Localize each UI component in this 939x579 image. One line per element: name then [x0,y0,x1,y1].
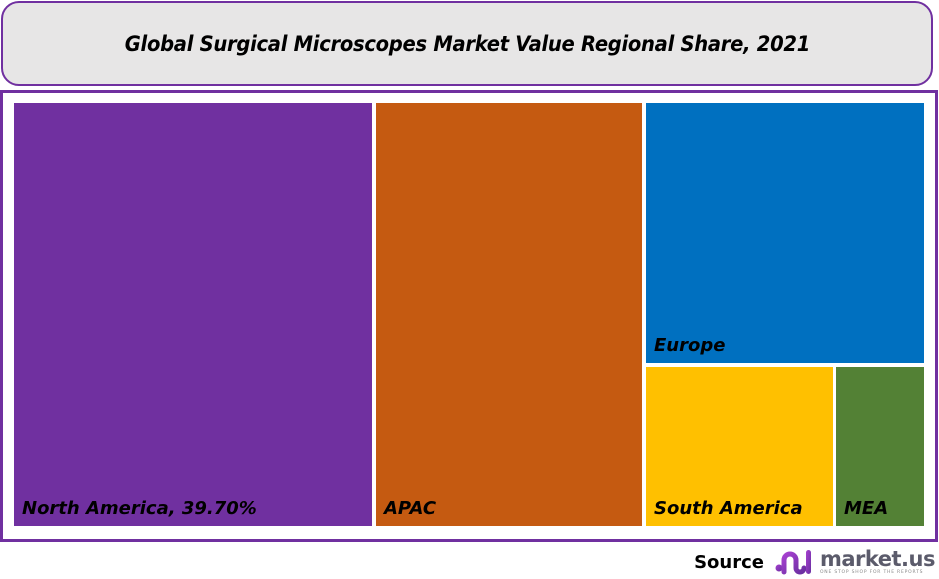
tile-mea: MEA [836,367,924,526]
tile-label-south-america: South America [654,498,803,519]
logo-brand-text: market.us [819,546,936,571]
chart-title-box: Global Surgical Microscopes Market Value… [1,1,933,86]
tile-label-europe: Europe [654,335,726,356]
chart-title: Global Surgical Microscopes Market Value… [124,31,810,56]
tile-europe: Europe [646,103,924,363]
tile-apac: APAC [376,103,642,526]
tile-label-apac: APAC [384,498,437,519]
market-us-logo: market.us ONE STOP SHOP FOR THE REPORTS [774,546,936,578]
source-label: Source [694,551,764,573]
source-attribution: Source market.us ONE STOP SHOP FOR THE R… [694,545,936,579]
tile-label-north-america: North America, 39.70% [22,498,257,519]
tile-north-america: North America, 39.70% [14,103,372,526]
tile-label-mea: MEA [844,498,889,519]
tile-south-america: South America [646,367,833,526]
market-us-logo-icon [775,550,811,575]
logo-tagline: ONE STOP SHOP FOR THE REPORTS [819,569,924,575]
